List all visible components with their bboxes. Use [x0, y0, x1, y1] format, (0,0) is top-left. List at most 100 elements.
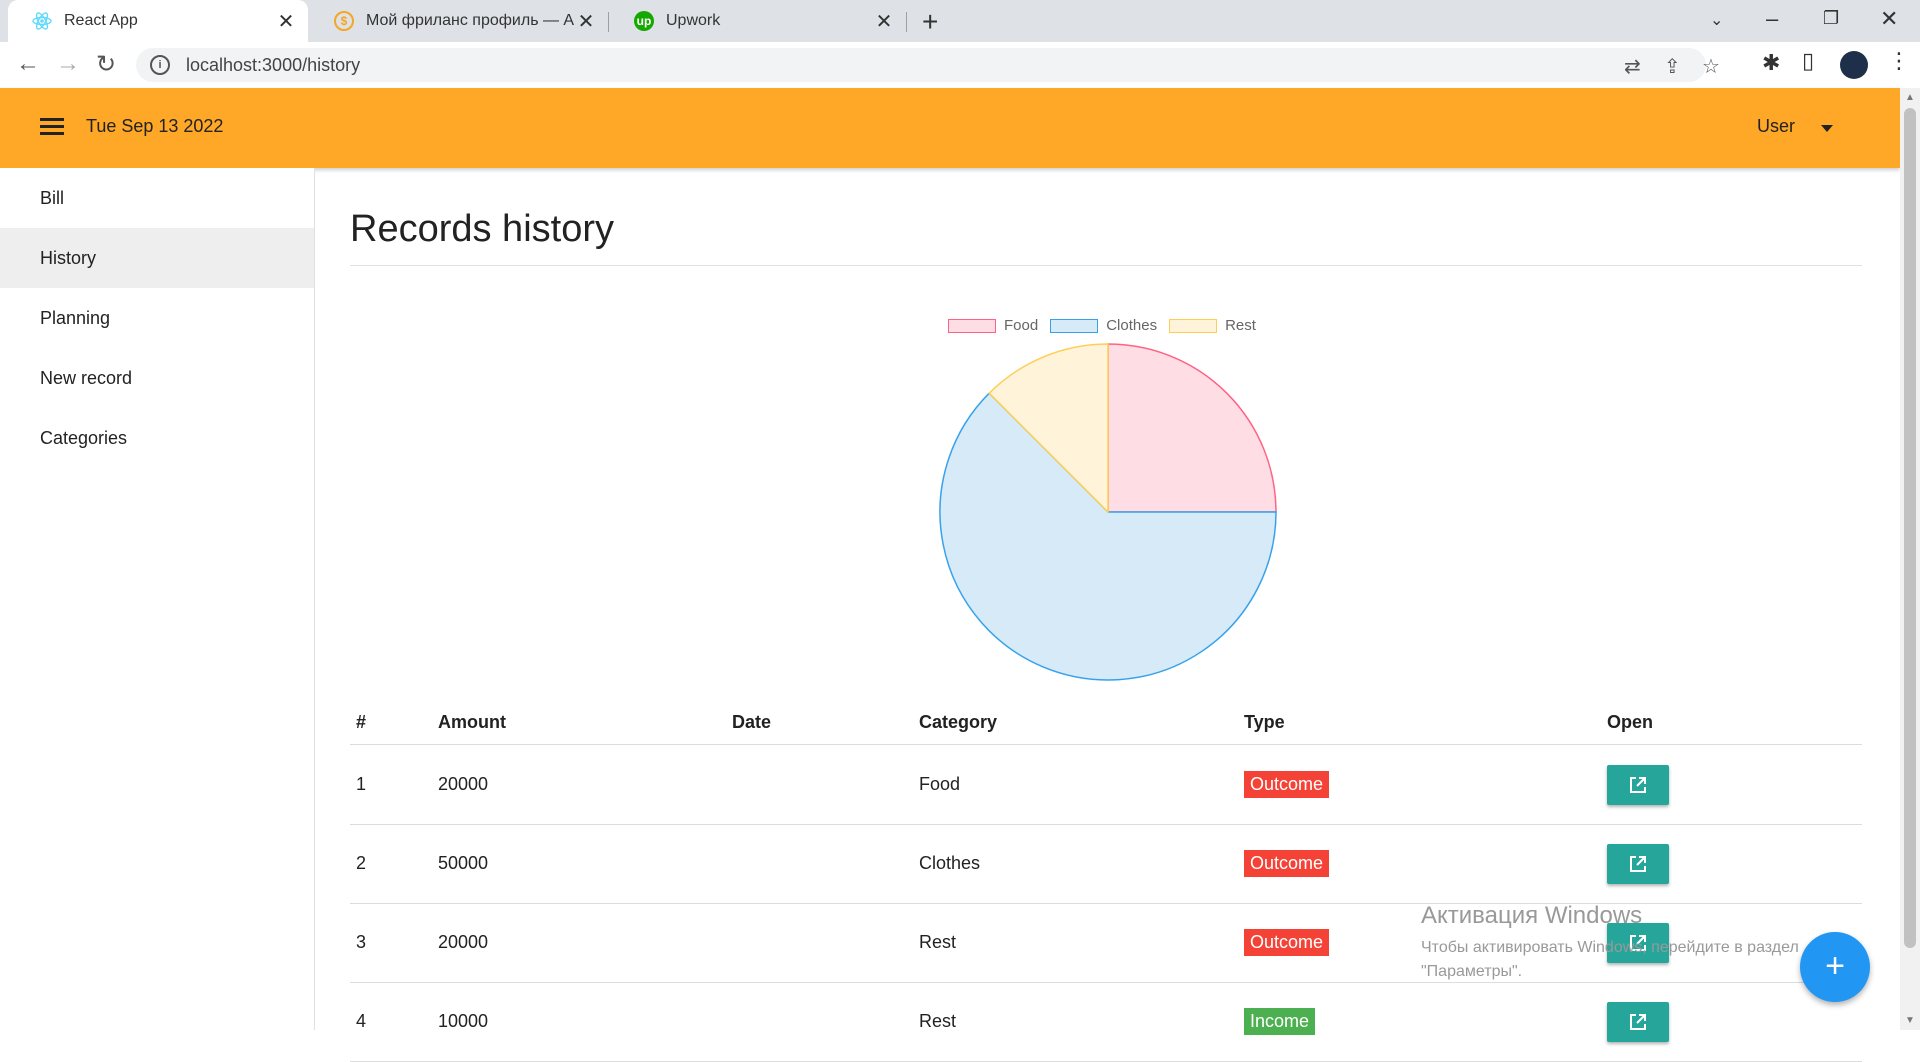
type-badge: Outcome — [1244, 850, 1330, 877]
url-text[interactable]: localhost:3000/history — [186, 54, 361, 75]
row-number: 3 — [356, 932, 367, 952]
user-menu-label[interactable]: User — [1757, 116, 1796, 136]
profile-avatar[interactable] — [1840, 51, 1868, 79]
row-category: Clothes — [919, 853, 981, 873]
legend-item-food[interactable]: Food — [948, 317, 1038, 334]
address-bar-row: ← → ↻ i localhost:3000/history ⇄ ⇪ ☆ ✱ ▯… — [0, 42, 1920, 89]
forward-icon[interactable]: → — [56, 50, 80, 77]
browser-menu-icon[interactable]: ⋮ — [1888, 48, 1910, 73]
watermark-text-2: "Параметры". — [1421, 963, 1523, 980]
share-icon[interactable]: ⇪ — [1664, 56, 1681, 78]
header-category: Category — [919, 711, 998, 732]
site-info-icon[interactable]: i — [150, 55, 170, 75]
menu-icon[interactable] — [40, 118, 64, 136]
scroll-down-icon[interactable]: ▼ — [1905, 1015, 1915, 1026]
sidebar-item-categories[interactable]: Categories — [40, 428, 128, 448]
bookmark-star-icon[interactable]: ☆ — [1702, 56, 1720, 78]
tab-title: React App — [64, 12, 138, 29]
pie-slice-food[interactable] — [1107, 343, 1277, 513]
tab-react-app[interactable]: React App ✕ — [8, 0, 308, 42]
close-tab-icon[interactable]: ✕ — [875, 10, 893, 33]
restore-icon[interactable]: ❐ — [1823, 8, 1840, 28]
header-open: Open — [1607, 711, 1654, 732]
close-tab-icon[interactable]: ✕ — [277, 10, 295, 33]
legend-label: Clothes — [1106, 317, 1158, 334]
tab-separator — [906, 12, 907, 32]
sidebar-item-new-record[interactable]: New record — [40, 368, 133, 388]
close-tab-icon[interactable]: ✕ — [577, 10, 595, 33]
pie-slice-clothes[interactable] — [939, 392, 1277, 681]
tab-search-icon[interactable]: ⌄ — [1710, 12, 1724, 29]
row-category: Rest — [919, 1011, 957, 1031]
legend-label: Rest — [1225, 317, 1256, 334]
watermark-text: Чтобы активировать Windows, перейдите в … — [1421, 939, 1799, 956]
tab-separator — [608, 12, 609, 32]
legend-swatch — [948, 318, 996, 333]
sidebar-item-history[interactable]: History — [0, 228, 314, 288]
close-window-icon[interactable]: ✕ — [1880, 6, 1899, 31]
tab-upwork[interactable]: up Upwork ✕ — [610, 0, 906, 42]
page-scrollbar[interactable]: ▲ ▼ — [1900, 88, 1920, 1030]
pie-chart — [939, 343, 1277, 681]
back-icon[interactable]: ← — [16, 50, 40, 77]
sidebar: Bill History Planning New record Categor… — [0, 168, 315, 1030]
legend-item-rest[interactable]: Rest — [1169, 317, 1256, 334]
open-record-button[interactable] — [1607, 764, 1669, 805]
minimize-icon[interactable]: – — [1766, 6, 1779, 31]
scrollbar-thumb[interactable] — [1904, 108, 1916, 948]
header-number: # — [356, 711, 367, 732]
header-amount: Amount — [438, 711, 506, 732]
open-external-icon — [1630, 855, 1646, 872]
open-external-icon — [1630, 1013, 1646, 1030]
translate-icon[interactable]: ⇄ — [1624, 56, 1641, 78]
legend-swatch — [1169, 318, 1218, 333]
freelance-icon: $ — [334, 11, 354, 31]
legend-swatch — [1050, 318, 1099, 333]
header-date: Tue Sep 13 2022 — [86, 116, 224, 136]
title-divider — [350, 265, 1862, 266]
omnibox[interactable]: i localhost:3000/history ⇄ ⇪ ☆ — [136, 48, 1720, 82]
row-amount: 10000 — [438, 1011, 489, 1031]
row-category: Rest — [919, 932, 957, 952]
table-row: 1 20000 Food Outcome — [350, 745, 1862, 825]
row-amount: 20000 — [438, 932, 489, 952]
row-amount: 20000 — [438, 774, 489, 794]
header-date: Date — [732, 711, 772, 732]
side-panel-icon[interactable]: ▯ — [1802, 48, 1815, 73]
page-title: Records history — [350, 208, 614, 250]
open-external-icon — [1630, 776, 1646, 793]
legend-item-clothes[interactable]: Clothes — [1050, 317, 1157, 334]
open-record-button[interactable] — [1607, 922, 1669, 963]
reload-icon[interactable]: ↻ — [96, 51, 117, 78]
legend-label: Food — [1004, 317, 1039, 334]
type-badge: Income — [1244, 1008, 1316, 1035]
pie-slice-rest[interactable] — [988, 343, 1109, 514]
upwork-icon: up — [634, 11, 654, 31]
row-number: 1 — [356, 774, 367, 794]
open-record-button[interactable] — [1607, 843, 1669, 884]
react-icon — [32, 11, 52, 31]
chart-legend: Food Clothes Rest — [948, 317, 1268, 334]
scroll-up-icon[interactable]: ▲ — [1905, 92, 1915, 103]
dropdown-caret-icon[interactable] — [1821, 125, 1833, 132]
table-row: 4 10000 Rest Income — [350, 982, 1862, 1062]
type-badge: Outcome — [1244, 771, 1330, 798]
sidebar-item-planning[interactable]: Planning — [40, 308, 111, 328]
row-amount: 50000 — [438, 853, 489, 873]
open-record-button[interactable] — [1607, 1001, 1669, 1042]
row-number: 2 — [356, 853, 367, 873]
table-row: 3 20000 Rest Outcome — [350, 903, 1862, 983]
extensions-icon[interactable]: ✱ — [1762, 50, 1781, 75]
sidebar-item-bill[interactable]: Bill — [40, 188, 65, 208]
add-record-fab[interactable]: + — [1800, 932, 1870, 1002]
new-tab-icon[interactable]: + — [922, 6, 939, 37]
app-header: Tue Sep 13 2022 User — [0, 88, 1900, 168]
tab-title: Upwork — [666, 12, 721, 29]
header-type: Type — [1244, 711, 1285, 732]
tab-freelance[interactable]: $ Мой фриланс профиль — Алди ✕ — [310, 0, 608, 42]
tab-title: Мой фриланс профиль — Алди — [366, 12, 574, 29]
table-header: # Amount Date Category Type Open — [350, 700, 1862, 745]
row-category: Food — [919, 774, 961, 794]
row-number: 4 — [356, 1011, 367, 1031]
browser-tab-bar: React App ✕ $ Мой фриланс профиль — Алди… — [0, 0, 1920, 42]
